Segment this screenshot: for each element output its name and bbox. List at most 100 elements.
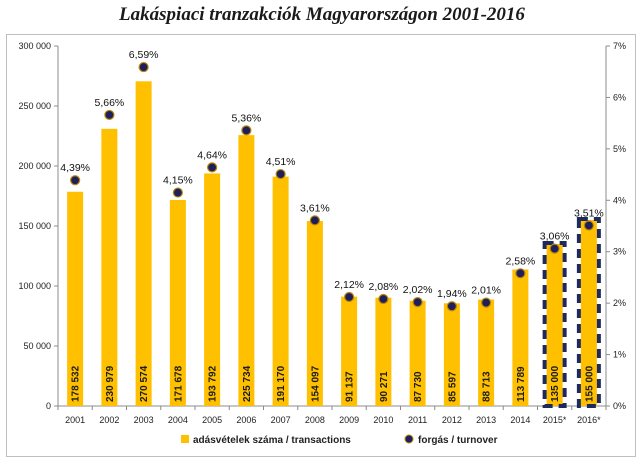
x-tick-label: 2012	[442, 415, 462, 425]
x-tick-label: 2015*	[543, 415, 567, 425]
turnover-value-label: 4,64%	[197, 149, 227, 161]
turnover-point	[583, 220, 594, 231]
bar	[443, 303, 460, 406]
bar-value-label: 154 097	[310, 365, 321, 402]
bar	[67, 191, 84, 406]
x-tick-label: 2007	[271, 415, 291, 425]
y-right-tick-label: 1%	[613, 350, 626, 360]
y-left-tick-label: 250 000	[18, 101, 51, 111]
x-tick-label: 2006	[236, 415, 256, 425]
y-left-tick-label: 0	[46, 401, 51, 411]
turnover-value-label: 5,36%	[231, 112, 261, 124]
y-right-tick-label: 5%	[613, 144, 626, 154]
turnover-value-label: 2,08%	[368, 281, 398, 293]
y-right-tick-label: 6%	[613, 92, 626, 102]
bar	[135, 81, 152, 406]
x-tick-label: 2002	[99, 415, 119, 425]
turnover-value-label: 5,66%	[94, 97, 124, 109]
estimate-outline	[576, 217, 601, 408]
x-tick-label: 2009	[339, 415, 359, 425]
turnover-value-label: 3,06%	[540, 231, 570, 243]
turnover-point	[446, 301, 457, 312]
bar-value-label: 85 597	[447, 371, 458, 402]
turnover-value-label: 2,58%	[505, 255, 535, 267]
y-left-tick-label: 200 000	[18, 161, 51, 171]
turnover-point	[104, 109, 115, 121]
turnover-point	[275, 168, 286, 180]
turnover-point	[412, 297, 423, 308]
bar	[101, 128, 118, 406]
x-tick-label: 2013	[476, 415, 496, 425]
bar-value-label: 135 000	[550, 365, 561, 402]
bar-value-label: 113 789	[516, 366, 527, 402]
bar-value-label: 155 000	[584, 365, 595, 402]
bar-value-label: 191 170	[276, 365, 287, 402]
bar	[546, 244, 563, 406]
turnover-point	[378, 293, 389, 305]
legend-label-transactions: adásvételek száma / transactions	[193, 435, 351, 446]
bar-value-label: 270 574	[139, 365, 150, 402]
chart-title: Lakáspiaci tranzakciók Magyarországon 20…	[119, 4, 525, 25]
y-right-tick-label: 2%	[613, 298, 626, 308]
turnover-point	[138, 61, 149, 73]
bar	[341, 296, 358, 406]
bar-value-label: 193 792	[208, 365, 219, 402]
turnover-value-label: 2,12%	[334, 279, 364, 291]
bar	[512, 269, 529, 406]
turnover-value-label: 4,15%	[163, 175, 193, 187]
turnover-value-label: 4,51%	[266, 156, 296, 168]
turnover-value-label: 2,02%	[403, 284, 433, 296]
turnover-value-label: 3,51%	[574, 207, 604, 219]
legend-swatch-turnover	[404, 434, 414, 444]
turnover-value-label: 1,94%	[437, 288, 467, 300]
bar-value-label: 87 730	[413, 371, 424, 402]
bar	[375, 297, 392, 406]
chart-frame	[6, 34, 636, 457]
turnover-point	[70, 175, 81, 186]
turnover-value-label: 6,59%	[129, 49, 159, 61]
y-right-tick-label: 7%	[613, 41, 626, 51]
y-left-tick-label: 300 000	[18, 41, 51, 51]
turnover-point	[241, 125, 252, 136]
legend-label-turnover: forgás / turnover	[418, 435, 498, 446]
turnover-value-label: 2,01%	[471, 285, 501, 297]
y-left-tick-label: 150 000	[18, 221, 51, 231]
x-tick-label: 2008	[305, 415, 325, 425]
bar	[204, 173, 221, 406]
turnover-value-label: 4,39%	[60, 162, 90, 174]
bar-value-label: 225 734	[242, 365, 253, 402]
x-tick-label: 2014	[510, 415, 530, 425]
bar-value-label: 171 678	[173, 365, 184, 402]
bar	[238, 135, 255, 406]
turnover-point	[481, 297, 492, 308]
turnover-point	[515, 268, 526, 279]
bar	[306, 221, 323, 406]
y-right-tick-label: 4%	[613, 195, 626, 205]
bar-value-label: 88 713	[482, 371, 493, 402]
bar-value-label: 178 532	[71, 365, 82, 402]
turnover-point	[309, 215, 320, 226]
x-tick-label: 2010	[373, 415, 393, 425]
y-left-tick-label: 50 000	[23, 341, 51, 351]
x-tick-label: 2005	[202, 415, 222, 425]
bar-value-label: 230 979	[105, 365, 116, 402]
x-tick-label: 2001	[65, 415, 85, 425]
x-tick-label: 2016*	[577, 415, 601, 425]
turnover-point	[344, 291, 355, 303]
turnover-point	[172, 187, 183, 198]
legend-swatch-transactions	[181, 435, 189, 443]
turnover-value-label: 3,61%	[300, 202, 330, 214]
bar	[272, 176, 289, 406]
bar	[580, 220, 597, 406]
x-tick-label: 2011	[408, 415, 427, 425]
bar	[409, 300, 426, 406]
y-right-tick-label: 0%	[613, 401, 626, 411]
bar	[169, 199, 186, 406]
x-tick-label: 2004	[168, 415, 188, 425]
turnover-point	[207, 162, 218, 173]
y-left-tick-label: 100 000	[18, 281, 51, 291]
x-tick-label: 2003	[134, 415, 154, 425]
turnover-point	[549, 243, 560, 254]
bar-value-label: 90 271	[379, 371, 390, 402]
